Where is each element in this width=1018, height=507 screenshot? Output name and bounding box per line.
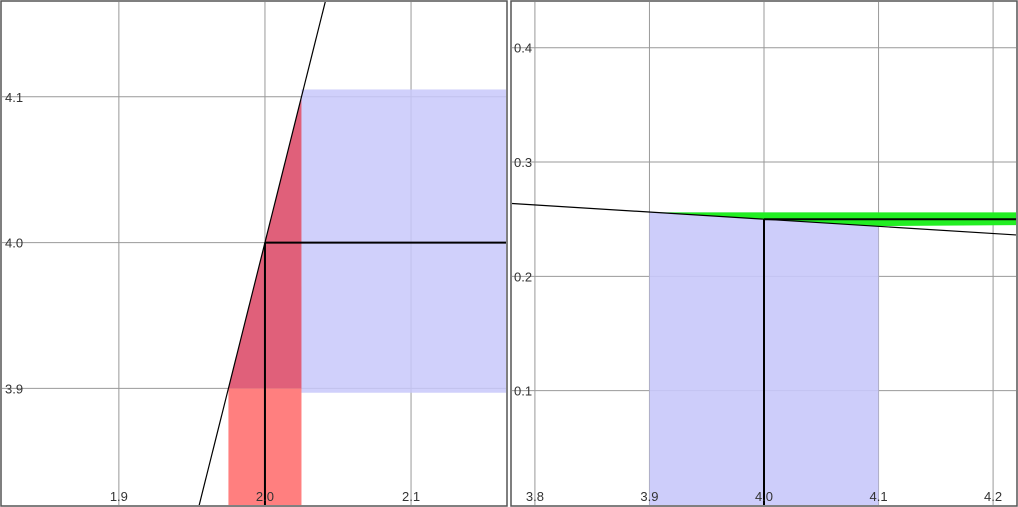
right-y-tick-label: 0.1 [514, 384, 532, 399]
right-x-tick-label: 3.9 [640, 489, 658, 504]
right-x-tick-label: 4.2 [984, 489, 1002, 504]
right-y-tick-label: 0.4 [514, 41, 532, 56]
left-chart-panel: 1.9 2.0 2.1 3.9 4.0 4.1 [0, 0, 508, 507]
left-x-tick-label: 1.9 [110, 489, 128, 504]
right-y-tick-label: 0.2 [514, 269, 532, 284]
left-panel-frame [0, 0, 508, 507]
left-x-tick-label: 2.1 [402, 489, 420, 504]
left-y-tick-label: 3.9 [5, 381, 23, 396]
left-tangent-line [198, 2, 326, 505]
left-y-interval-band [301, 89, 506, 393]
right-y-tick-label: 0.3 [514, 155, 532, 170]
left-x-tick-label: 2.0 [256, 489, 274, 504]
left-y-tick-label: 4.1 [5, 90, 23, 105]
right-x-tick-label: 3.8 [526, 489, 544, 504]
right-chart-panel: 3.8 3.9 4.0 4.1 4.2 0.1 0.2 0.3 0.4 [510, 0, 1018, 507]
right-x-tick-label: 4.0 [755, 489, 773, 504]
right-x-tick-label: 4.1 [870, 489, 888, 504]
right-panel-frame [510, 0, 1018, 507]
left-y-tick-label: 4.0 [5, 236, 23, 251]
